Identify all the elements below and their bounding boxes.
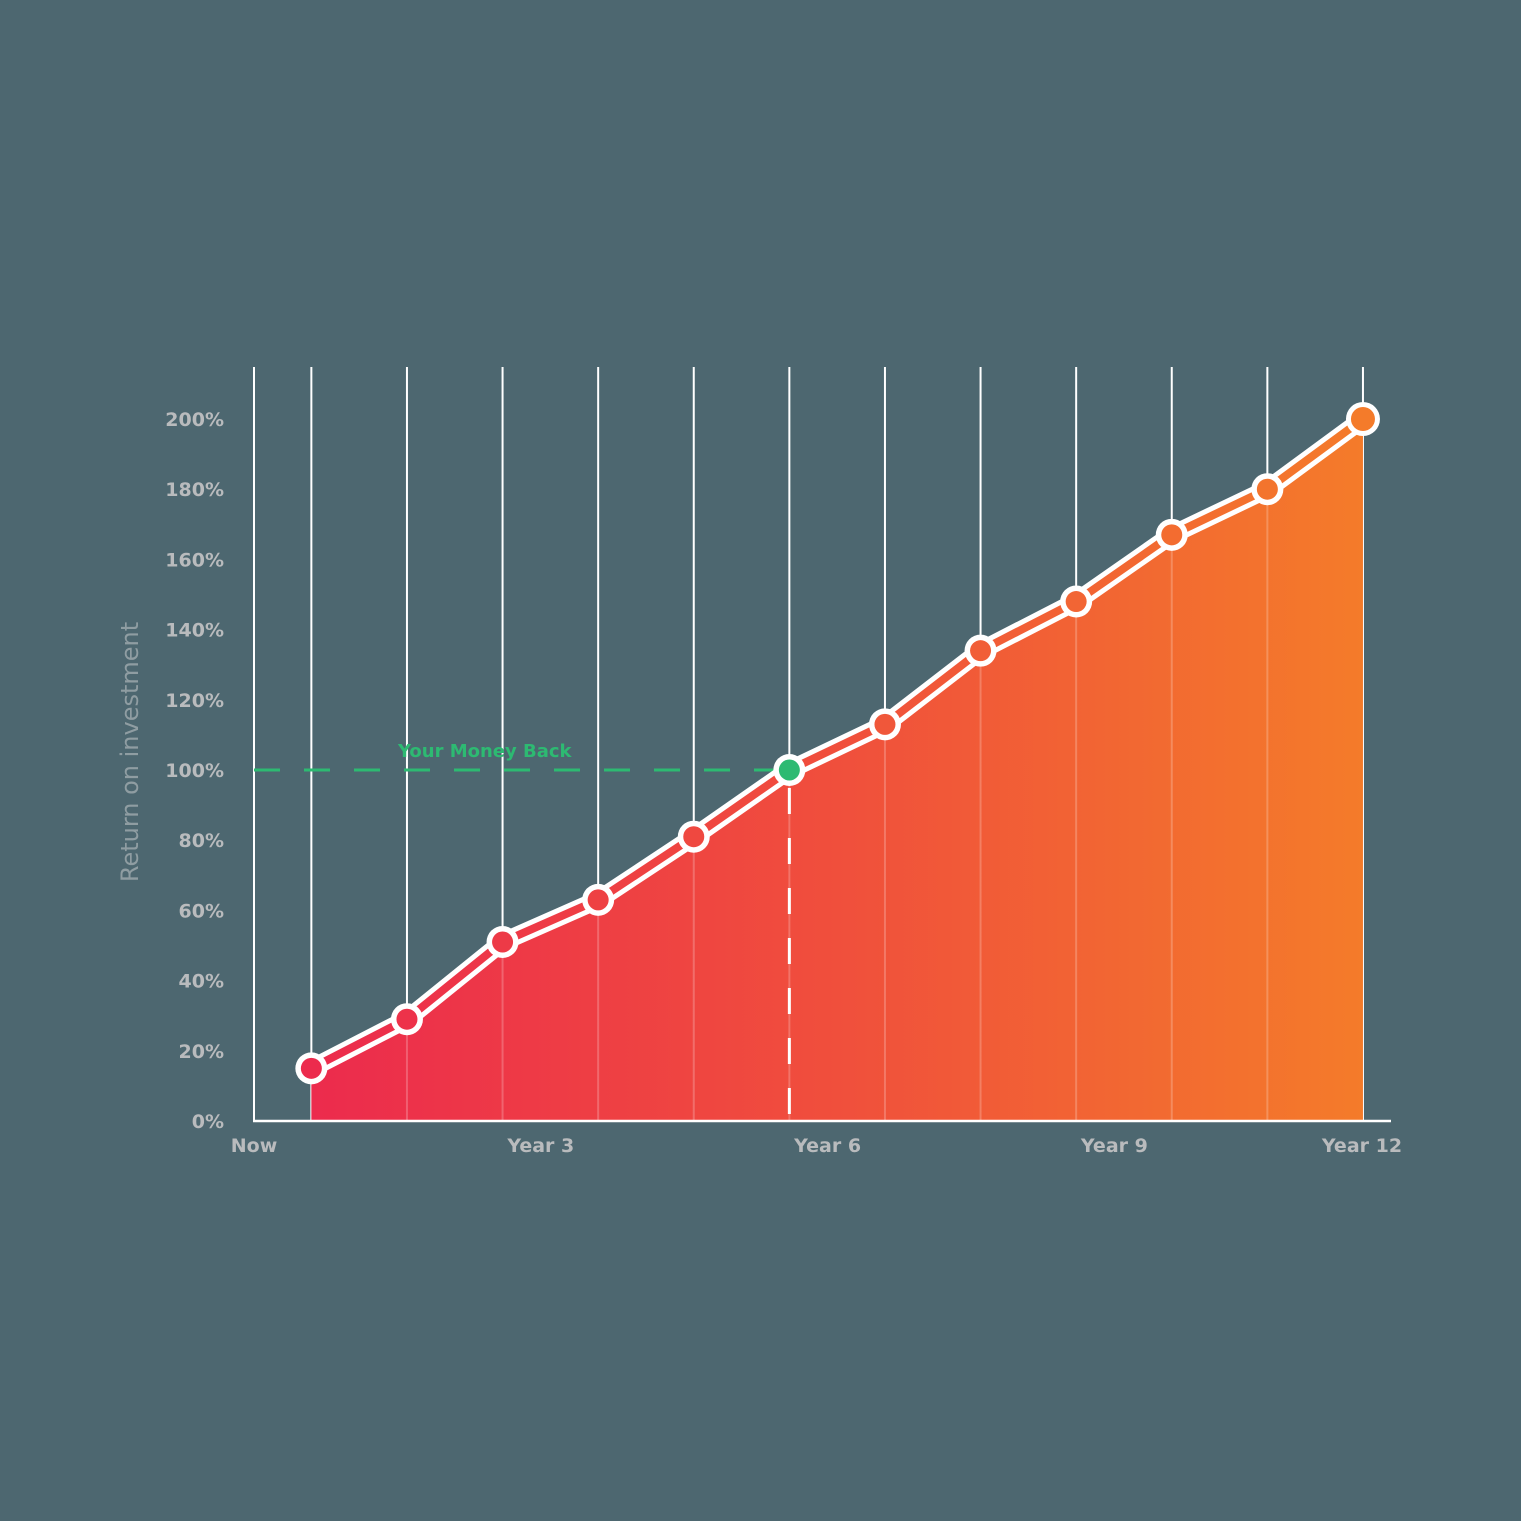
y-tick-label: 140% — [165, 620, 224, 642]
data-point — [868, 708, 901, 741]
x-tick-label: Year 6 — [793, 1135, 861, 1157]
data-points — [295, 402, 1380, 1085]
fill-gridlines — [405, 489, 1269, 1121]
x-tick-label: Year 3 — [506, 1135, 574, 1157]
y-tick-label: 60% — [179, 900, 224, 922]
y-tick-label: 200% — [165, 409, 224, 431]
data-point — [582, 883, 615, 916]
y-tick-label: 20% — [179, 1041, 224, 1063]
y-tick-label: 180% — [165, 479, 224, 501]
y-tick-label: 0% — [192, 1111, 224, 1133]
x-axis-ticks: Now Year 3 Year 6 Year 9 Year 12 — [231, 1135, 1402, 1157]
y-tick-label: 40% — [179, 971, 224, 993]
data-point — [1155, 518, 1188, 551]
y-tick-label: 80% — [179, 830, 224, 852]
x-tick-label: Year 12 — [1321, 1135, 1402, 1157]
y-axis-title: Return on investment — [116, 622, 144, 882]
money-back-label: Your Money Back — [397, 741, 573, 762]
data-point — [1345, 402, 1380, 436]
y-tick-label: 160% — [165, 549, 224, 571]
money-back-point — [773, 754, 806, 786]
y-tick-label: 100% — [165, 760, 224, 782]
data-point — [390, 1003, 423, 1036]
money-back-marker: Your Money Back — [254, 741, 791, 1121]
data-line — [302, 410, 1372, 1078]
line-core — [307, 415, 1367, 1073]
data-point — [1060, 585, 1093, 618]
data-point — [295, 1052, 328, 1085]
axes — [253, 367, 1391, 1123]
data-point — [677, 820, 710, 853]
x-tick-label: Year 9 — [1080, 1135, 1148, 1157]
y-tick-label: 120% — [165, 690, 224, 712]
data-point — [964, 634, 997, 667]
data-point — [1251, 473, 1284, 506]
data-point — [486, 925, 519, 958]
y-axis-ticks: 0% 20% 40% 60% 80% 100% 120% 140% 160% 180% 200% — [165, 409, 224, 1133]
x-tick-label: Now — [231, 1135, 278, 1157]
